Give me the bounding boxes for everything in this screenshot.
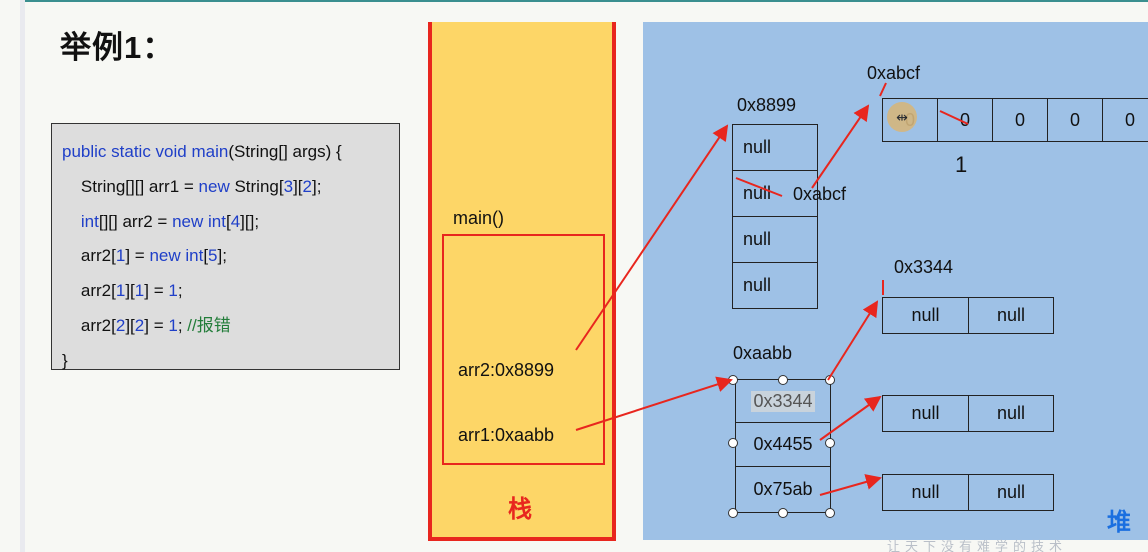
sub-array-1-cell-1: null: [968, 297, 1054, 334]
stack-var-arr1: arr1:0xaabb: [458, 425, 555, 445]
sub-array-3-cell-0: null: [882, 474, 969, 511]
arr2-cell-1-new-address: 0xabcf: [793, 184, 847, 204]
sub-array-3-cell-1: null: [968, 474, 1054, 511]
main-frame-label: main(): [453, 208, 505, 228]
code-line-6: arr2[2][2] = 1; //报错: [62, 315, 231, 335]
arr1-cell-0-text: 0x3344: [751, 390, 815, 412]
left-margin-bar: [20, 0, 25, 552]
selection-handle[interactable]: [778, 508, 788, 518]
watermark: 让天下没有难学的技术: [887, 539, 1068, 552]
arr1-address-label: 0xaabb: [733, 343, 793, 363]
arr2-cell-0: null: [732, 124, 818, 171]
arr1-cell-0[interactable]: 0x3344: [735, 379, 831, 423]
heap-label: 堆: [1107, 509, 1131, 536]
row5-cell-1: 0: [937, 98, 993, 142]
code-line-4: arr2[1] = new int[5];: [62, 246, 227, 266]
selection-handle[interactable]: [825, 438, 835, 448]
code-line-7: }: [62, 350, 68, 370]
selection-handle[interactable]: [728, 375, 738, 385]
arr1-cell-1: 0x4455: [735, 422, 831, 467]
code-line-3: int[][] arr2 = new int[4][];: [62, 211, 260, 231]
arr2-cell-2: null: [732, 216, 818, 263]
row-3344-address-label: 0x3344: [894, 257, 954, 277]
stack-bottom-border: [428, 537, 616, 541]
row5-address-label: 0xabcf: [867, 63, 921, 83]
stack-var-arr2: arr2:0x8899: [458, 360, 555, 380]
row5-cell-3: 0: [1047, 98, 1103, 142]
sub-array-2-cell-1: null: [968, 395, 1054, 432]
selection-handle[interactable]: [825, 508, 835, 518]
row5-cell-2: 0: [992, 98, 1048, 142]
code-block: public static void main(String[] args) {…: [51, 123, 400, 370]
selection-handle[interactable]: [778, 375, 788, 385]
row5-changed-value: 1: [955, 152, 968, 177]
selection-handle[interactable]: [825, 375, 835, 385]
sub-array-2-cell-0: null: [882, 395, 969, 432]
code-line-1: public static void main(String[] args) {: [62, 142, 342, 161]
code-line-2: String[][] arr1 = new String[3][2];: [62, 176, 322, 196]
slide-title: 举例1：: [60, 30, 175, 65]
arr2-address-label: 0x8899: [737, 95, 797, 115]
arr2-cell-3: null: [732, 262, 818, 309]
resize-cursor-icon: ⇹: [887, 102, 917, 132]
arr1-cell-2: 0x75ab: [735, 466, 831, 513]
top-border-line: [20, 0, 1148, 2]
selection-handle[interactable]: [728, 508, 738, 518]
row5-cell-4: 0: [1102, 98, 1148, 142]
stack-label: 栈: [508, 496, 532, 523]
selection-handle[interactable]: [728, 438, 738, 448]
sub-array-1-cell-0: null: [882, 297, 969, 334]
code-line-5: arr2[1][1] = 1;: [62, 281, 183, 301]
